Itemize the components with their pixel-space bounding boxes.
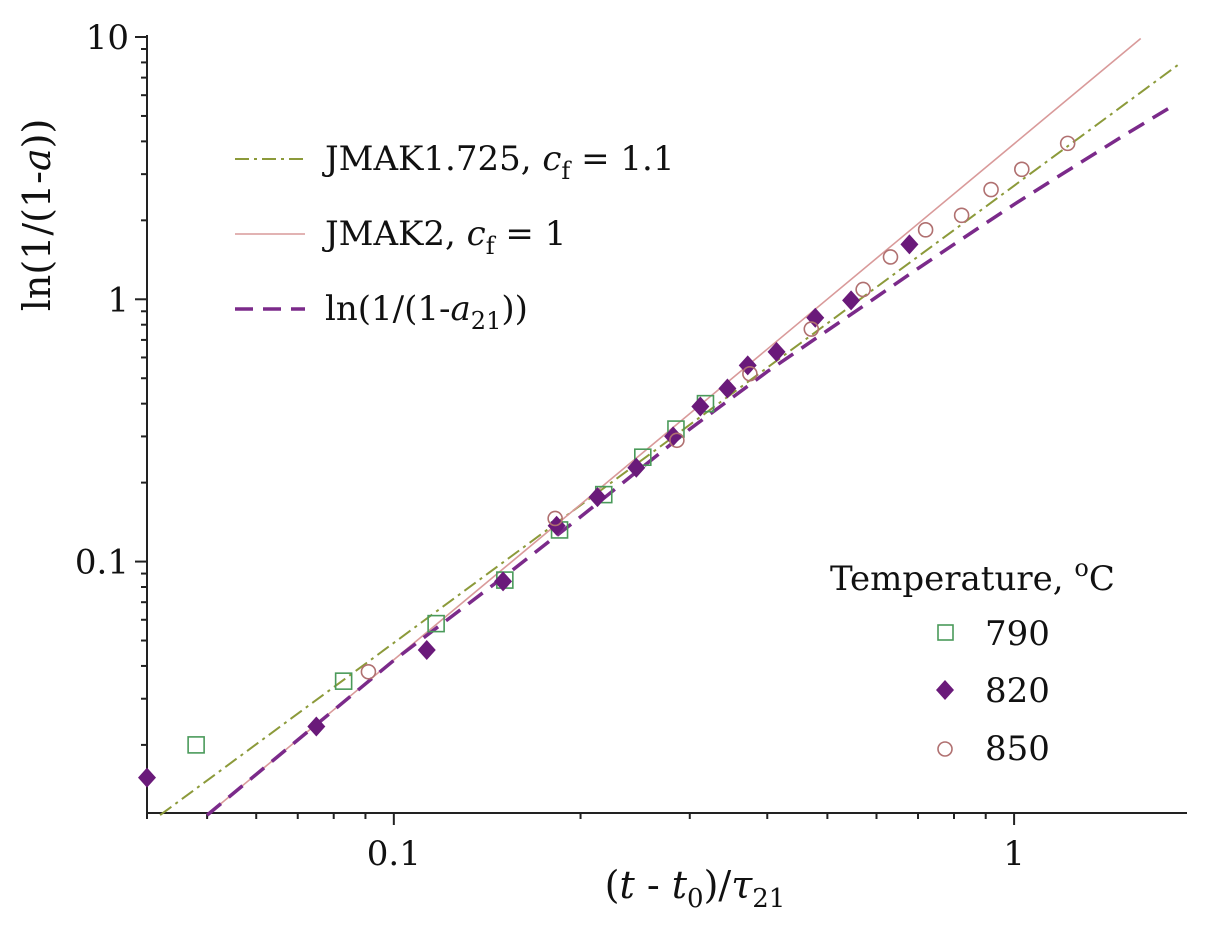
legend-label-790: 790 [985,614,1050,654]
point-820 [588,487,607,508]
point-850 [803,321,820,337]
point-790 [427,614,445,633]
x-axis-label: (t - t0)/τ21 [605,863,786,914]
legend-title: Temperature, oC [830,554,1115,599]
point-850 [360,663,377,680]
point-850 [742,365,758,382]
point-850 [1013,161,1030,178]
point-850 [917,222,934,238]
y-tick-label: 1 [107,280,129,320]
point-790 [334,672,353,690]
legend-label-jmak2: JMAK2, cf = 1 [322,214,566,260]
point-790 [187,736,205,754]
legend-marker-850 [937,741,953,757]
legend-label-ln-a21: ln(1/(1-a21)) [325,289,528,335]
point-850 [547,510,563,527]
point-820 [664,426,683,447]
y-label-a: a [15,148,59,171]
y-label-post: )) [15,119,59,149]
y-tick-label: 0.1 [75,543,129,583]
point-820 [417,640,436,661]
point-820 [900,234,919,255]
point-820 [738,355,757,376]
point-820 [494,571,513,592]
point-820 [842,290,861,311]
point-850 [953,207,970,224]
marker-legend: Temperature, oC 790 820 850 [830,554,1115,769]
point-850 [1059,135,1076,152]
data-points [138,135,1076,788]
point-820 [718,378,737,399]
x-tick-label: 0.1 [367,834,421,874]
legend-marker-820 [936,680,954,700]
point-820 [691,396,710,417]
legend-marker-790 [937,624,954,641]
tick-labels: 0.1 1 0.1 1 10 [75,18,1025,874]
point-850 [669,432,685,449]
point-850 [855,281,871,298]
y-tick-label: 10 [86,18,129,58]
point-820 [138,767,156,788]
x-tick-label: 1 [1003,834,1025,874]
line-legend: JMAK1.725, cf = 1.1 JMAK2, cf = 1 ln(1/(… [235,139,674,335]
y-axis-label: ln(1/(1-a)) [15,119,59,312]
point-820 [806,307,825,328]
point-820 [767,341,786,362]
point-850 [983,181,999,198]
point-850 [882,249,899,265]
y-label-pre: ln(1/(1- [15,171,59,311]
legend-label-820: 820 [985,671,1050,711]
legend-label-jmak1725: JMAK1.725, cf = 1.1 [322,139,674,185]
point-820 [627,457,646,478]
legend-label-850: 850 [985,729,1050,769]
point-820 [307,716,326,737]
line-ln-a21 [205,104,1174,817]
axes [135,35,1187,825]
